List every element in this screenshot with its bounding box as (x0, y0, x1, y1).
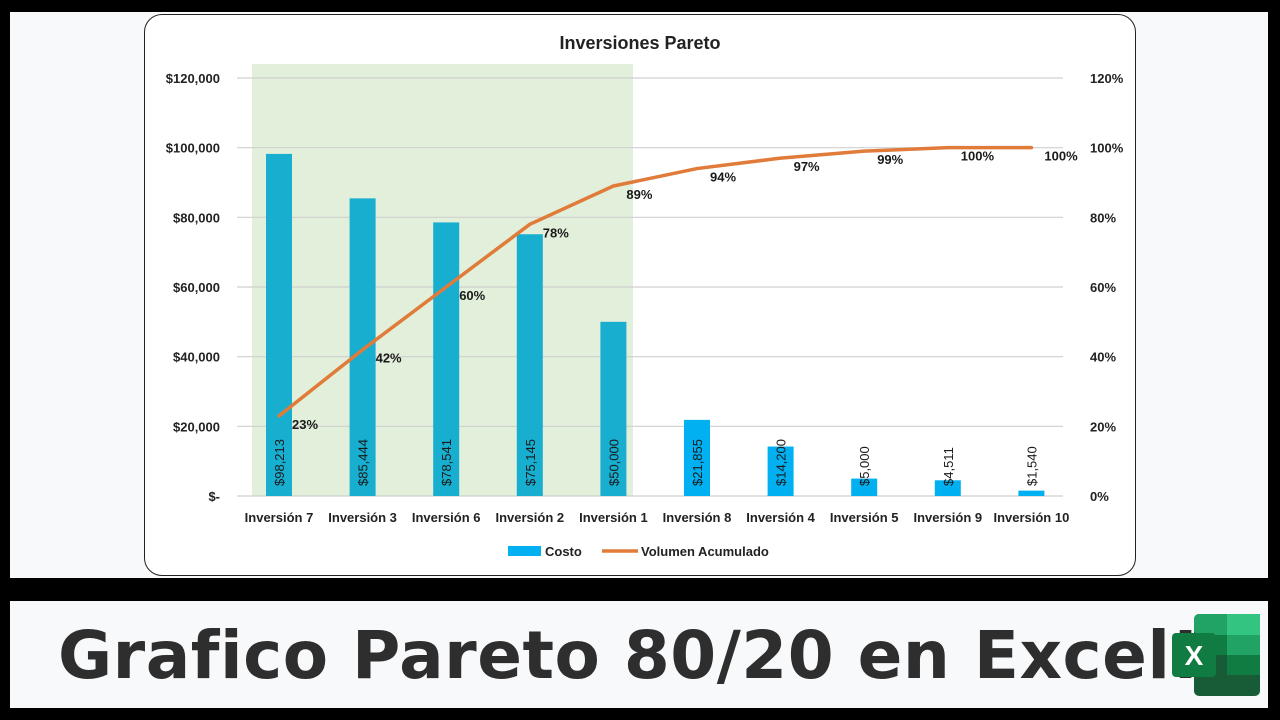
y2-tick-label: 80% (1090, 210, 1116, 225)
y-tick-label: $60,000 (173, 280, 220, 295)
bar-costo (516, 234, 543, 496)
line-value-label: 23% (292, 417, 318, 432)
bar-value-label: $21,855 (690, 439, 705, 486)
bar-value-label: $1,540 (1024, 446, 1039, 486)
bar-costo (349, 198, 376, 497)
x-tick-label: Inversión 2 (495, 510, 564, 525)
bar-value-label: $78,541 (439, 439, 454, 486)
y-tick-label: $100,000 (166, 141, 220, 156)
x-tick-label: Inversión 1 (579, 510, 648, 525)
banner-title: Grafico Pareto 80/20 en Excel! (58, 617, 1202, 694)
line-series-volumen-acumulado: 23% 42% 60% 78% 89% 94% 97% 99% 100% 100% (277, 145, 1078, 432)
x-tick-label: Inversión 5 (830, 510, 899, 525)
x-tick-label: Inversión 4 (746, 510, 815, 525)
legend-swatch-costo (508, 546, 541, 556)
excel-icon: X (1172, 614, 1260, 696)
bar-costo (767, 446, 794, 496)
x-tick-label: Inversión 6 (412, 510, 481, 525)
y2-tick-label: 120% (1090, 71, 1124, 86)
legend-label-volumen: Volumen Acumulado (641, 544, 769, 559)
x-tick-label: Inversión 10 (993, 510, 1069, 525)
line-value-label: 60% (459, 288, 485, 303)
y-tick-label: $120,000 (166, 71, 220, 86)
x-tick-label: Inversión 7 (245, 510, 314, 525)
x-axis: Inversión 7 Inversión 3 Inversión 6 Inversi… (245, 510, 1070, 525)
y2-tick-label: 0% (1090, 489, 1109, 504)
y-tick-label: $20,000 (173, 419, 220, 434)
line-value-label: 78% (543, 225, 569, 240)
line-value-label: 89% (626, 187, 652, 202)
y-tick-label: $- (208, 489, 220, 504)
bar-value-label: $98,213 (272, 439, 287, 486)
bar-value-label: $4,511 (941, 447, 956, 486)
legend: Costo Volumen Acumulado (508, 544, 769, 559)
bar-costo (1018, 490, 1045, 496)
bar-costo (433, 222, 460, 496)
excel-letter: X (1185, 640, 1204, 671)
chart-title: Inversiones Pareto (559, 33, 720, 53)
y2-tick-label: 100% (1090, 141, 1124, 156)
bar-costo (851, 478, 878, 496)
bar-costo (934, 480, 961, 496)
bar-value-label: $75,145 (523, 439, 538, 486)
bar-value-label: $85,444 (356, 439, 371, 486)
y-tick-label: $80,000 (173, 210, 220, 225)
line-value-label: 97% (794, 159, 820, 174)
x-tick-label: Inversión 8 (663, 510, 732, 525)
banner-frame (10, 601, 1268, 708)
y2-tick-label: 40% (1090, 350, 1116, 365)
bar-costo (684, 419, 710, 496)
line-value-label: 42% (376, 351, 402, 366)
y2-tick-label: 60% (1090, 280, 1116, 295)
bar-costo (266, 153, 292, 496)
line-value-label: 94% (710, 170, 736, 185)
bar-value-label: $50,000 (606, 439, 621, 486)
y-axis-left: $- $20,000 $40,000 $60,000 $80,000 $100,000 $1… (166, 71, 220, 504)
bar-series-costo: $98,213 $85,444 $78,541 $75,145 $50,000 $21,8… (266, 153, 1045, 497)
y-axis-right: 0% 20% 40% 60% 80% 100% 120% (1090, 71, 1124, 504)
x-tick-label: Inversión 9 (913, 510, 982, 525)
bar-value-label: $5,000 (857, 446, 872, 486)
x-tick-label: Inversión 3 (328, 510, 397, 525)
bar-value-label: $14,200 (774, 439, 789, 486)
legend-label-costo: Costo (545, 544, 582, 559)
bar-costo (600, 321, 627, 496)
line-value-label: 100% (961, 149, 995, 164)
pareto-chart: Inversiones Pareto $- $20,000 $40,000 $60,0… (166, 33, 1124, 559)
line-path (277, 145, 1034, 418)
y2-tick-label: 20% (1090, 419, 1116, 434)
y-tick-label: $40,000 (173, 350, 220, 365)
line-value-label: 100% (1044, 149, 1078, 164)
line-value-label: 99% (877, 152, 903, 167)
